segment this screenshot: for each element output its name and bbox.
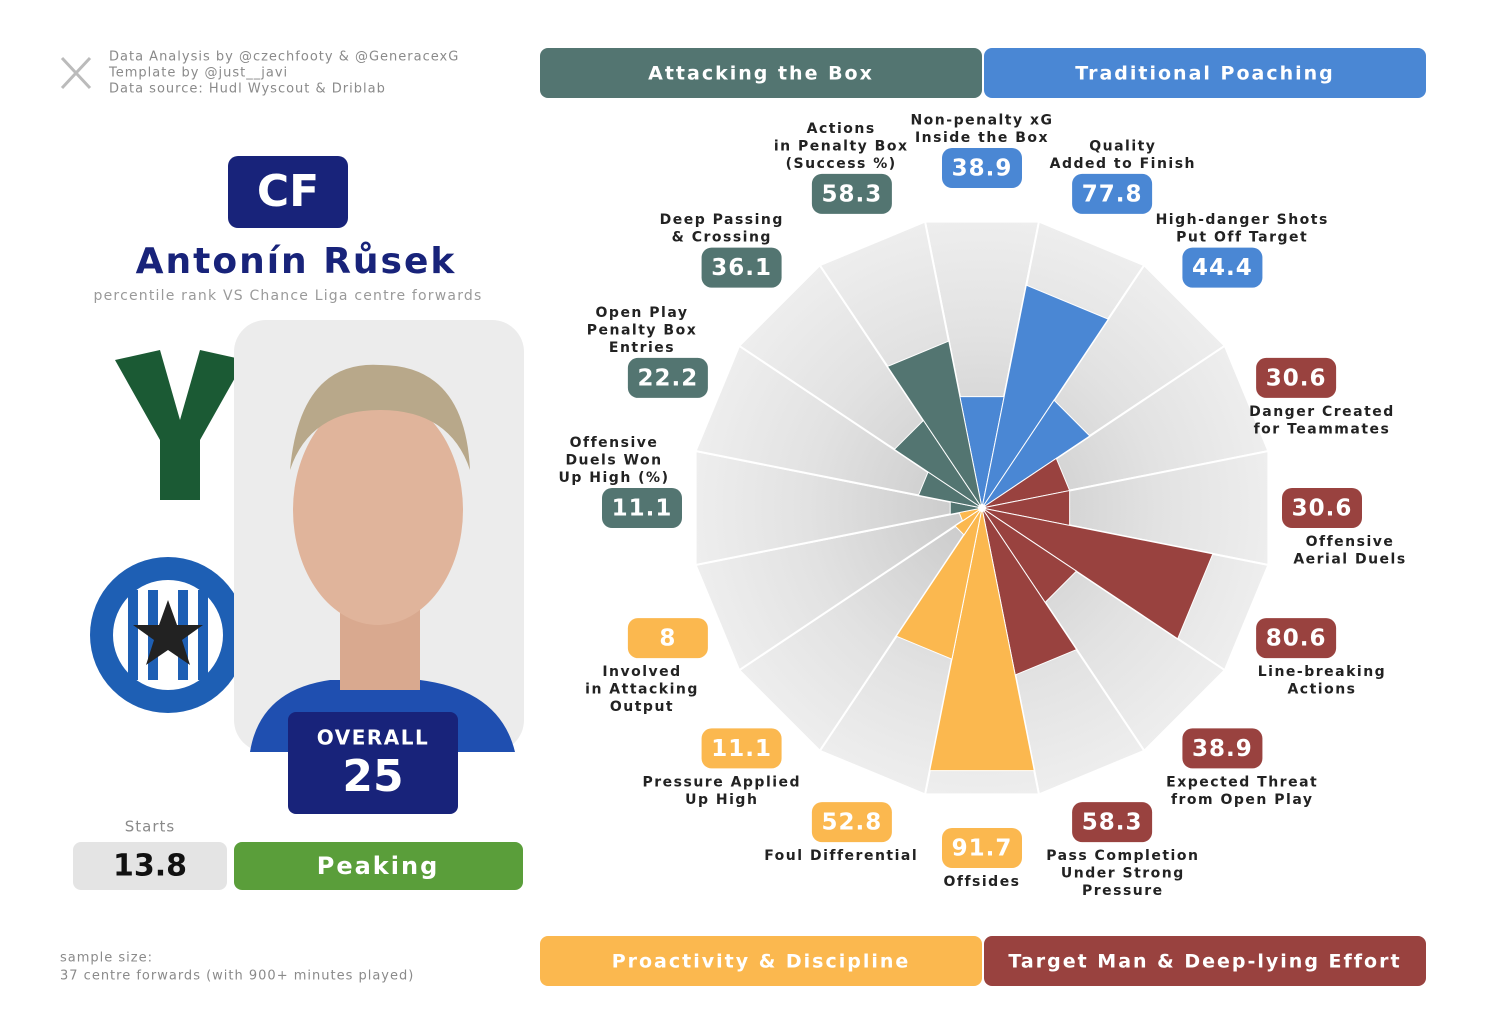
- value-label: 80.6: [1266, 626, 1327, 652]
- value-box: [942, 148, 1022, 188]
- value-label: 22.2: [638, 365, 699, 391]
- value-label: 8: [659, 626, 676, 652]
- starts-value: 13.8: [113, 849, 187, 884]
- category-label: Output: [610, 699, 674, 715]
- value-box: [1072, 802, 1153, 843]
- category-label: Line-breaking: [1258, 664, 1386, 680]
- credit: Data Analysis by @czechfooty & @Generace…: [109, 50, 459, 65]
- category-label: (Success %): [786, 156, 897, 172]
- category-label: Non-penalty xG: [910, 113, 1053, 129]
- value-label: 36.1: [711, 255, 772, 281]
- pizza-slice: [895, 507, 983, 660]
- value-label: 77.8: [1082, 181, 1143, 207]
- category-label: Expected Threat: [1166, 774, 1318, 790]
- category-label: Put Off Target: [1176, 230, 1308, 246]
- value-box: [1256, 618, 1337, 659]
- sample-size: 37 centre forwards (with 900+ minutes pl…: [60, 969, 414, 984]
- player-name: Antonín Růsek: [136, 241, 457, 282]
- category-label: Actions: [807, 121, 876, 137]
- group-title: Proactivity & Discipline: [612, 951, 911, 973]
- category-label: Up High (%): [559, 470, 670, 486]
- category-label: Up High: [685, 792, 758, 808]
- category-label: Involved: [602, 664, 681, 680]
- value-label: 11.1: [612, 496, 673, 522]
- category-label: for Teammates: [1254, 421, 1391, 437]
- category-label: Penalty Box: [587, 322, 697, 338]
- category-label: High-danger Shots: [1156, 212, 1329, 228]
- category-label: in Attacking: [585, 682, 699, 698]
- value-label: 38.9: [1192, 736, 1253, 762]
- overall-label: OVERALL: [317, 726, 429, 750]
- category-label: Added to Finish: [1050, 156, 1196, 172]
- starts-box: [73, 842, 227, 890]
- club-logos: [90, 350, 246, 713]
- group-header: [984, 936, 1426, 986]
- value-label: 91.7: [952, 836, 1013, 862]
- category-label: Offensive: [570, 435, 659, 451]
- category-label: Inside the Box: [915, 130, 1049, 146]
- value-box: [1282, 488, 1362, 528]
- position: CF: [257, 166, 319, 217]
- value-box: [602, 488, 682, 528]
- group-header: [984, 48, 1426, 98]
- credit: Template by @just__javi: [108, 66, 288, 81]
- group-title: Target Man & Deep-lying Effort: [1008, 951, 1401, 973]
- overall-box: [288, 712, 458, 814]
- category-label: Offsides: [943, 874, 1020, 890]
- value-box: [1256, 357, 1337, 398]
- value-box: [627, 618, 708, 659]
- category-label: Foul Differential: [764, 848, 918, 864]
- category-label: Pass Completion: [1046, 848, 1199, 864]
- status-box: [234, 842, 523, 890]
- group-title: Attacking the Box: [648, 63, 874, 85]
- category-label: Deep Passing: [660, 212, 784, 228]
- value-box: [942, 828, 1022, 868]
- category-label: Entries: [609, 340, 675, 356]
- category-label: from Open Play: [1171, 792, 1314, 808]
- position-box: [228, 156, 348, 228]
- category-label: in Penalty Box: [774, 138, 909, 154]
- value-box: [1182, 728, 1263, 769]
- value-label: 30.6: [1292, 496, 1353, 522]
- value-label: 38.9: [952, 156, 1013, 182]
- category-label: Quality: [1089, 138, 1156, 154]
- overall-value: 25: [342, 751, 403, 802]
- center: [978, 504, 986, 512]
- category-label: & Crossing: [672, 230, 772, 246]
- value-box: [811, 802, 892, 843]
- group-header: [540, 936, 982, 986]
- category-label: Aerial Duels: [1293, 552, 1406, 568]
- category-label: Pressure Applied: [643, 774, 802, 790]
- category-label: Duels Won: [565, 453, 662, 469]
- value-box: [1182, 247, 1263, 288]
- group-header: [540, 48, 982, 98]
- value-box: [1072, 173, 1153, 214]
- credit: Data source: Hudl Wyscout & Driblab: [109, 82, 386, 97]
- status: Peaking: [317, 852, 440, 880]
- x-logo: [60, 56, 92, 90]
- category-label: Actions: [1287, 682, 1356, 698]
- starts-label: Starts: [125, 818, 175, 836]
- pizza-slice: [886, 340, 983, 509]
- category-label: Open Play: [596, 305, 689, 321]
- subtitle: percentile rank VS Chance Liga centre fo…: [94, 288, 483, 304]
- value-label: 58.3: [1082, 810, 1143, 836]
- value-label: 44.4: [1192, 255, 1253, 281]
- category-label: Offensive: [1306, 534, 1395, 550]
- pizza-slice: [981, 507, 1214, 640]
- value-label: 58.3: [822, 181, 883, 207]
- sample-size: sample size:: [60, 951, 153, 966]
- value-label: 11.1: [711, 736, 772, 762]
- group-title: Traditional Poaching: [1075, 63, 1335, 85]
- value-box: [701, 247, 782, 288]
- value-label: 30.6: [1266, 365, 1327, 391]
- category-label: Danger Created: [1249, 404, 1395, 420]
- value-box: [811, 173, 892, 214]
- value-box: [701, 728, 782, 769]
- value-label: 52.8: [822, 810, 883, 836]
- category-label: Under Strong: [1061, 866, 1185, 882]
- value-box: [627, 357, 708, 398]
- category-label: Pressure: [1082, 883, 1164, 899]
